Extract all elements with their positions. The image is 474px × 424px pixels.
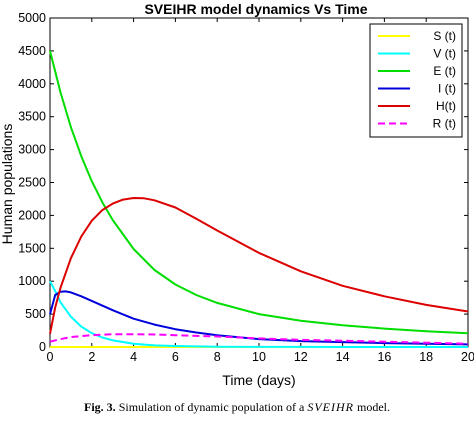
y-axis: 0 500 1000 1500 2000 2500 3000 3500 4000 4500 5000	[18, 11, 468, 354]
y-tick-label: 0	[39, 340, 46, 354]
figure-caption: Fig. 3. Simulation of dynamic population…	[0, 400, 474, 415]
x-tick-label: 16	[377, 350, 391, 364]
legend-label: H(t)	[436, 99, 456, 113]
y-tick-label: 500	[25, 307, 46, 321]
x-tick-label: 20	[461, 350, 474, 364]
legend-label: V (t)	[433, 47, 456, 61]
series-line-it	[49, 290, 469, 346]
series-group	[49, 50, 469, 348]
y-tick-label: 1000	[18, 274, 46, 288]
x-tick-label: 12	[294, 350, 308, 364]
x-tick-label: 0	[47, 350, 54, 364]
x-tick-label: 4	[130, 350, 137, 364]
x-tick-label: 2	[88, 350, 95, 364]
x-axis-label: Time (days)	[222, 372, 295, 388]
legend: S (t) V (t) E (t) I (t) H(t) R (t)	[369, 23, 463, 138]
legend-box	[369, 23, 463, 138]
caption-model: SVEIHR	[307, 400, 354, 414]
caption-text: Simulation of dynamic population of a	[118, 400, 305, 414]
x-tick-label: 10	[252, 350, 266, 364]
legend-label: R (t)	[433, 117, 456, 131]
caption-prefix: Fig. 3.	[84, 400, 116, 414]
y-tick-label: 5000	[18, 11, 46, 25]
y-tick-label: 2500	[18, 176, 46, 190]
x-axis: 0 2 4 6 8 10 12 14 16 18 20	[47, 18, 474, 364]
x-tick-label: 14	[336, 350, 350, 364]
y-tick-label: 1500	[18, 241, 46, 255]
y-tick-label: 4500	[18, 44, 46, 58]
x-tick-label: 18	[419, 350, 433, 364]
y-axis-label: Human populations	[0, 124, 15, 245]
chart-title: SVEIHR model dynamics Vs Time	[144, 1, 367, 17]
x-tick-label: 6	[172, 350, 179, 364]
caption-suffix: model.	[356, 400, 390, 414]
series-line-rt	[49, 333, 469, 345]
series-line-vt	[49, 280, 468, 348]
series-line-et	[49, 50, 469, 335]
y-tick-label: 4000	[18, 77, 46, 91]
y-tick-label: 3500	[18, 110, 46, 124]
legend-label: S (t)	[433, 29, 456, 43]
x-tick-label: 8	[214, 350, 221, 364]
legend-label: I (t)	[438, 82, 456, 96]
y-tick-label: 3000	[18, 143, 46, 157]
y-tick-label: 2000	[18, 208, 46, 222]
series-line-ht	[49, 197, 469, 334]
legend-label: E (t)	[433, 64, 456, 78]
